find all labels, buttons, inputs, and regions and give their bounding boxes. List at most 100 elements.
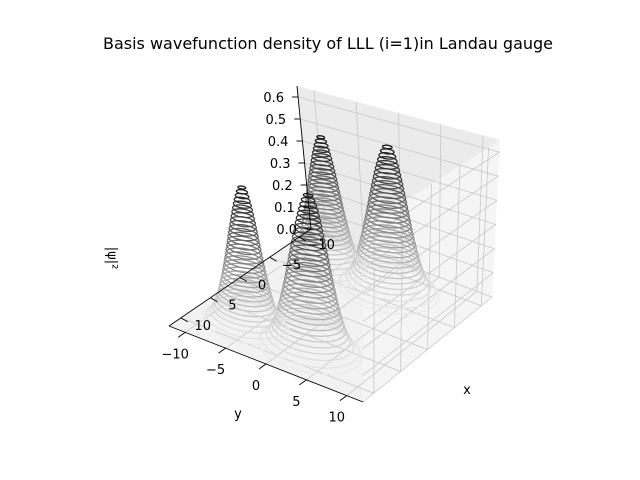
surface-contour-line bbox=[227, 231, 260, 247]
surface-contour-line bbox=[297, 205, 319, 215]
y-tick-label: 5 bbox=[292, 395, 300, 410]
surface-contour-line bbox=[289, 244, 329, 262]
surface-contour-line bbox=[297, 229, 355, 256]
surface-contour-line bbox=[225, 243, 263, 260]
surface-contour-line bbox=[231, 208, 255, 219]
surface-contour-line bbox=[362, 220, 414, 244]
surface-contour-line bbox=[374, 163, 401, 175]
surface-contour-line bbox=[284, 266, 334, 289]
surface-contour-line bbox=[220, 270, 270, 293]
surface-contour-line bbox=[356, 239, 420, 269]
grid-line-z bbox=[300, 118, 500, 269]
surface-contour-line bbox=[295, 213, 322, 225]
surface-contour-line bbox=[282, 274, 336, 299]
surface-contour-line bbox=[376, 156, 398, 165]
surface-contour-line bbox=[300, 196, 316, 204]
surface-contour-line bbox=[368, 192, 408, 209]
x-tick-label: 10 bbox=[195, 319, 212, 334]
surface-contour-line bbox=[306, 186, 342, 202]
surface-contour-line bbox=[363, 212, 412, 234]
z-tick-label: 0.3 bbox=[270, 157, 291, 172]
x-tick-mark bbox=[210, 297, 218, 303]
surface-contour-line bbox=[359, 231, 418, 259]
surface-contour-line bbox=[265, 318, 355, 362]
surface-contour-line bbox=[216, 285, 275, 313]
surface-contour-line bbox=[370, 180, 405, 195]
surface-contour-line bbox=[340, 262, 437, 309]
x-tick-label: −5 bbox=[282, 258, 301, 273]
axes-ticks: −10 −5 0 5 10 −10 −5 0 5 10 0.0 0.1 0.2 0.3 0.4 0.5 0.6 bbox=[161, 85, 364, 426]
surface-contour-line bbox=[367, 196, 409, 214]
surface-contour-line bbox=[222, 262, 268, 284]
surface-contour-line bbox=[312, 145, 330, 154]
y-tick-label: −10 bbox=[161, 347, 188, 362]
z-tick-label: 0.1 bbox=[274, 201, 295, 216]
surface-contour-line bbox=[237, 185, 247, 190]
surface-contour-line bbox=[209, 298, 283, 334]
surface-contour-line bbox=[373, 167, 402, 180]
surface-contour-line bbox=[235, 188, 249, 195]
surface-contour-line bbox=[296, 209, 320, 220]
surface-contour-line bbox=[291, 231, 326, 246]
surface-contour-line bbox=[213, 292, 278, 323]
surface-contour-line bbox=[257, 323, 363, 376]
surface-contour-line bbox=[226, 239, 262, 256]
surface-contour-line bbox=[305, 189, 343, 206]
surface-contour-line bbox=[316, 135, 326, 140]
surface-contour-line bbox=[375, 159, 400, 170]
surface-contour-line bbox=[277, 295, 342, 326]
surface-contour-line bbox=[365, 204, 411, 224]
surface-contour-line bbox=[223, 255, 266, 274]
surface-contour-line bbox=[260, 320, 360, 369]
x-tick-label: −10 bbox=[307, 238, 334, 253]
surface-contour-line bbox=[222, 258, 267, 279]
y-tick-mark bbox=[218, 347, 226, 354]
y-tick-mark bbox=[339, 395, 348, 402]
surface-contour-line bbox=[302, 192, 314, 198]
surface-contour-line bbox=[299, 222, 352, 247]
surface-contour-line bbox=[268, 314, 352, 355]
peak-1 bbox=[202, 185, 290, 346]
z-tick-label: 0.6 bbox=[263, 91, 284, 106]
x-tick-label: 0 bbox=[258, 279, 266, 294]
surface-contour-line bbox=[370, 184, 406, 200]
surface-contour-line bbox=[232, 200, 252, 209]
peak-2 bbox=[257, 192, 363, 376]
surface-contour-line bbox=[357, 235, 419, 264]
surface-contour-line bbox=[352, 250, 425, 285]
surface-contour-line bbox=[205, 300, 288, 340]
y-tick-label: 0 bbox=[252, 379, 260, 394]
surface-contour-line bbox=[283, 270, 335, 294]
surface-contour-line bbox=[310, 156, 334, 167]
z-tick-label: 0.4 bbox=[268, 135, 289, 150]
surface-contour-line bbox=[314, 138, 328, 145]
surface-contour-line bbox=[363, 216, 413, 239]
x-axis-label: x bbox=[463, 383, 471, 398]
surface-contour-line bbox=[298, 225, 353, 251]
surface-contour-line bbox=[348, 257, 429, 296]
grid-line-z bbox=[308, 206, 495, 376]
surface-contour-line bbox=[369, 188, 407, 205]
surface-contour-line bbox=[227, 227, 259, 242]
peak-3 bbox=[285, 135, 370, 287]
surface-contour-line bbox=[364, 208, 411, 229]
surface-contour-line bbox=[290, 235, 327, 252]
surface-contour-line bbox=[309, 160, 335, 171]
right-wall-pane bbox=[363, 140, 500, 402]
surface-contour-line bbox=[311, 149, 332, 158]
surface-contour-line bbox=[229, 216, 257, 228]
y-axis-label: y bbox=[234, 407, 242, 422]
surface-contour-line bbox=[290, 240, 328, 257]
surface-contour-line bbox=[381, 144, 393, 150]
y-tick-mark bbox=[177, 331, 186, 338]
surface-contour-line bbox=[231, 204, 254, 214]
surface-contour-line bbox=[379, 148, 395, 155]
surface-contour-line bbox=[281, 278, 337, 305]
z-tick-label: 0.0 bbox=[276, 223, 297, 238]
surface-contour-line bbox=[294, 218, 323, 231]
surface-contour-line bbox=[287, 253, 331, 273]
x-tick-mark bbox=[180, 317, 189, 323]
x-tick-mark bbox=[269, 256, 277, 262]
y-tick-mark bbox=[258, 363, 267, 370]
